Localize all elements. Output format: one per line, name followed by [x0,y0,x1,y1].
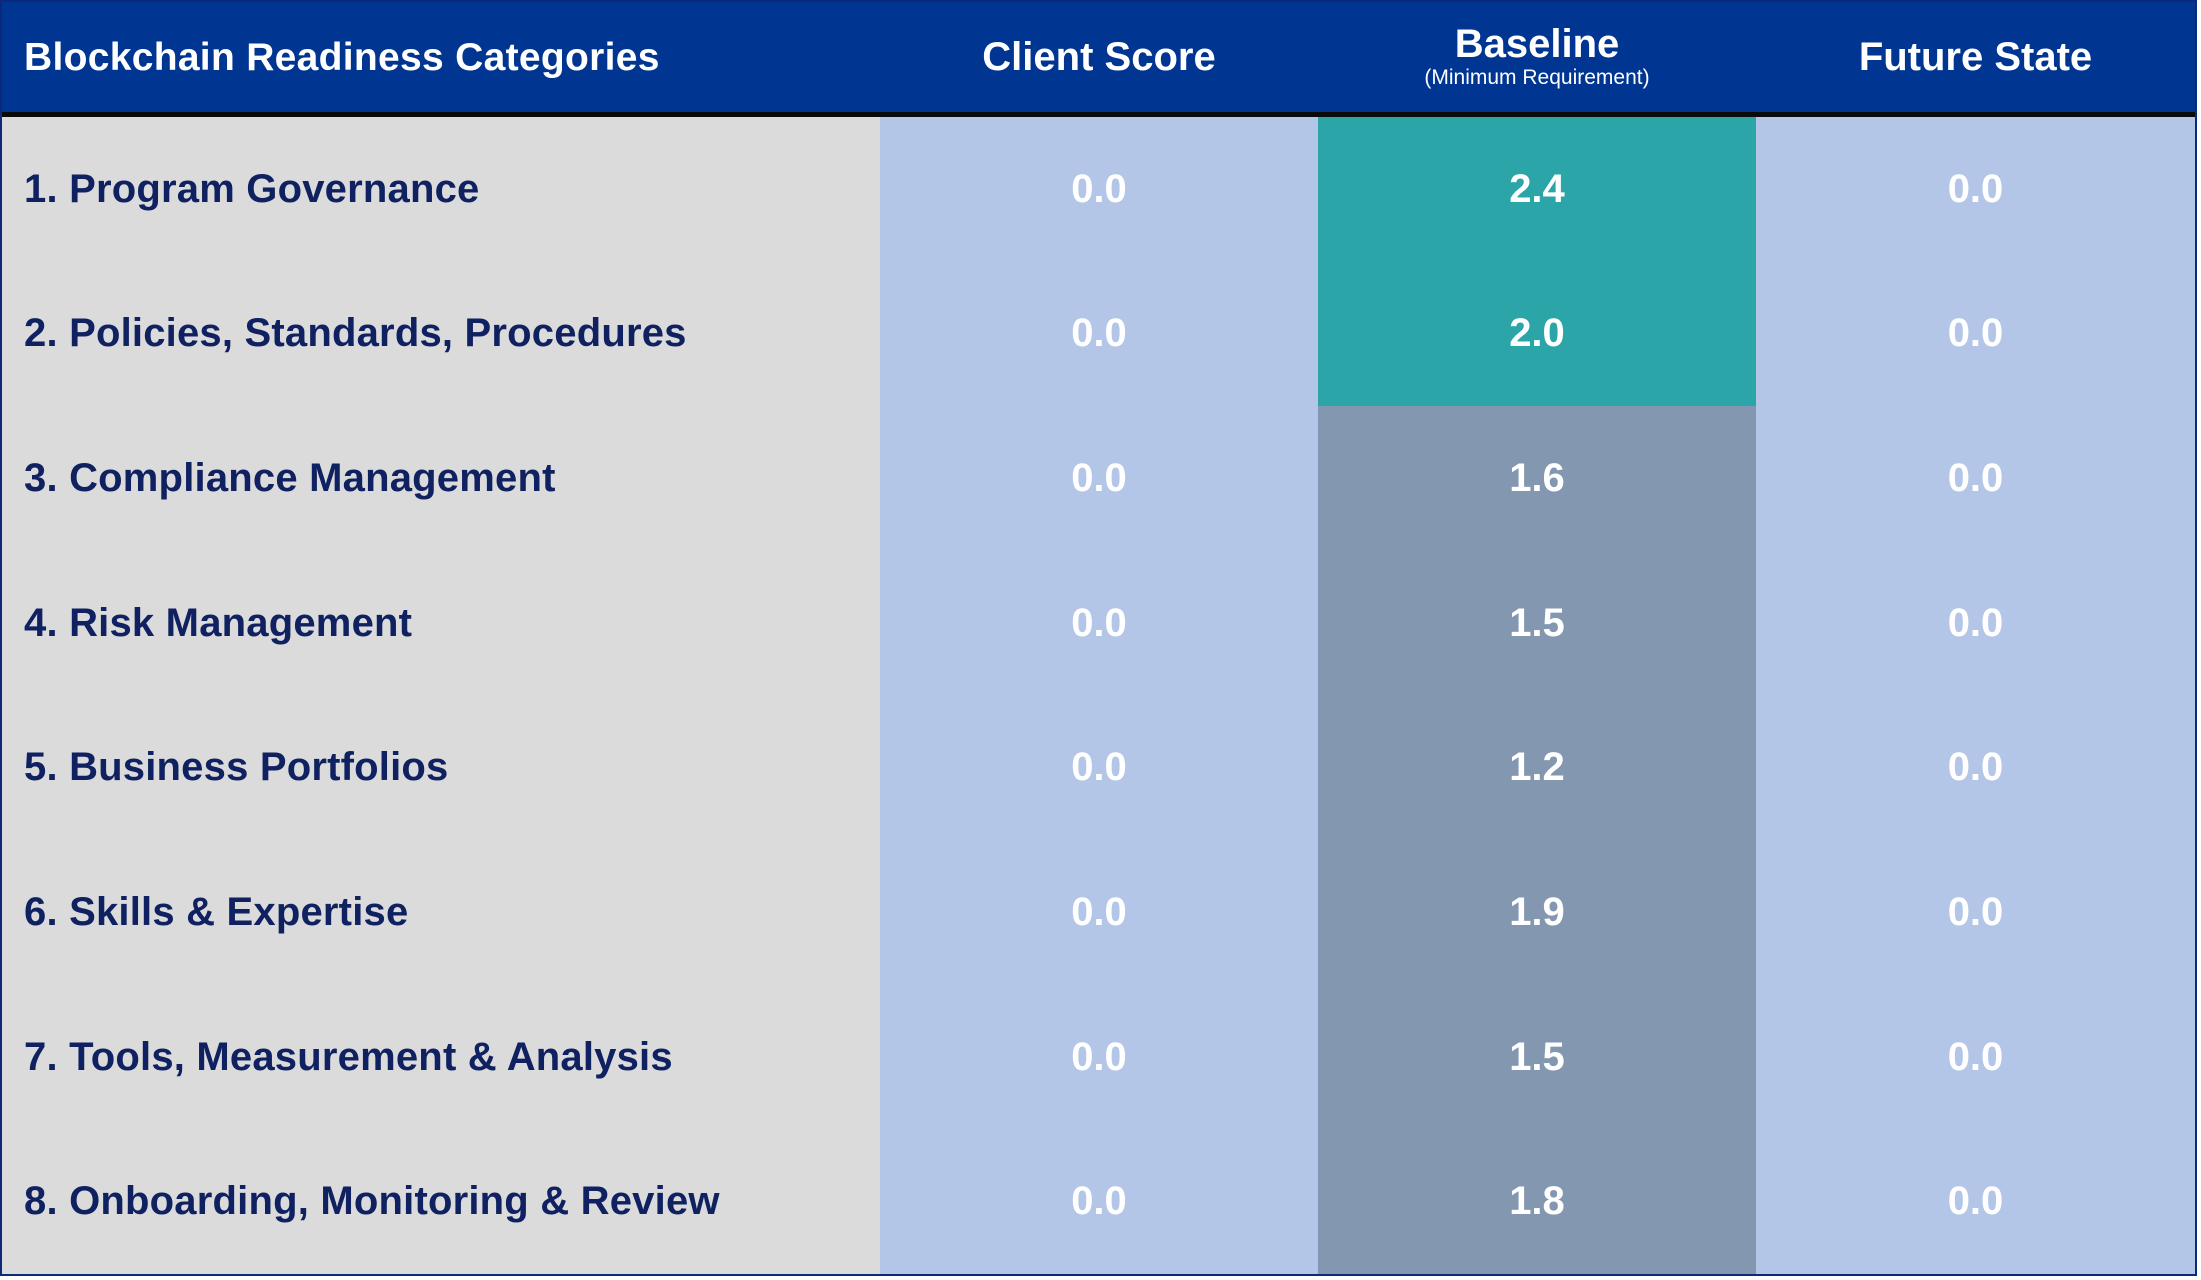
future-state-cell: 0.0 [1756,261,2195,407]
category-cell: 1. Program Governance [2,117,880,262]
header-categories-label: Blockchain Readiness Categories [24,35,660,79]
client-score-cell: 0.0 [880,695,1318,841]
client-score-cell: 0.0 [880,1129,1318,1274]
client-score-cell: 0.0 [880,406,1318,551]
future-state-cell: 0.0 [1756,984,2195,1130]
client-score-cell: 0.0 [880,550,1318,696]
header-future-state: Future State [1756,2,2195,112]
header-baseline: Baseline (Minimum Requirement) [1318,2,1756,112]
future-state-cell: 0.0 [1756,840,2195,985]
header-baseline-sublabel: (Minimum Requirement) [1424,66,1650,89]
baseline-cell: 2.0 [1318,261,1756,407]
client-score-cell: 0.0 [880,984,1318,1130]
baseline-cell: 1.5 [1318,984,1756,1130]
baseline-cell: 1.2 [1318,695,1756,841]
header-future-state-label: Future State [1858,35,2093,79]
category-cell: 3. Compliance Management [2,406,880,551]
future-state-cell: 0.0 [1756,550,2195,696]
header-client-score-label: Client Score [982,35,1216,79]
future-state-cell: 0.0 [1756,406,2195,551]
baseline-cell: 1.9 [1318,840,1756,985]
future-state-cell: 0.0 [1756,695,2195,841]
header-separator [2,112,2195,117]
header-client-score: Client Score [880,2,1318,112]
client-score-cell: 0.0 [880,117,1318,262]
baseline-cell: 1.6 [1318,406,1756,551]
category-cell: 2. Policies, Standards, Procedures [2,261,880,407]
client-score-cell: 0.0 [880,840,1318,985]
category-cell: 4. Risk Management [2,550,880,696]
future-state-cell: 0.0 [1756,117,2195,262]
baseline-cell: 2.4 [1318,117,1756,262]
category-cell: 6. Skills & Expertise [2,840,880,985]
client-score-cell: 0.0 [880,261,1318,407]
baseline-cell: 1.5 [1318,550,1756,696]
category-cell: 5. Business Portfolios [2,695,880,841]
header-baseline-label: Baseline [1454,22,1620,66]
header-categories: Blockchain Readiness Categories [2,2,880,112]
baseline-cell: 1.8 [1318,1129,1756,1274]
category-cell: 7. Tools, Measurement & Analysis [2,984,880,1130]
future-state-cell: 0.0 [1756,1129,2195,1274]
category-cell: 8. Onboarding, Monitoring & Review [2,1129,880,1274]
